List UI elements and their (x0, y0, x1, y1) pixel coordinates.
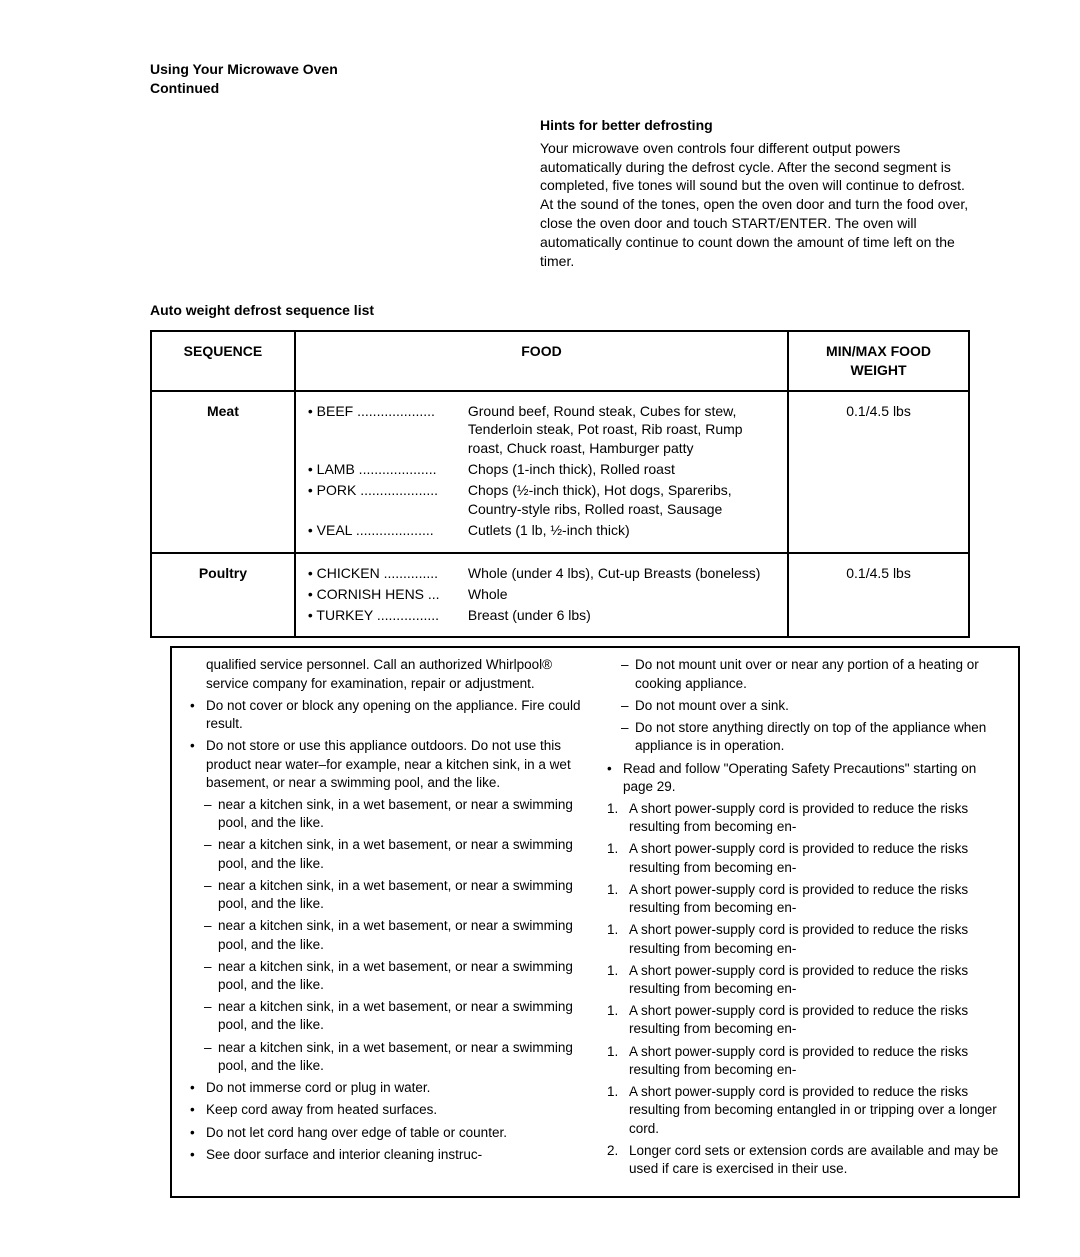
food-category: • PORK .................... (308, 481, 468, 519)
dash-icon: – (204, 877, 218, 913)
hints-title: Hints for better defrosting (540, 116, 970, 135)
dash-icon: – (204, 917, 218, 953)
safety-text: near a kitchen sink, in a wet basement, … (218, 836, 583, 872)
bullet-icon: • (190, 737, 206, 792)
safety-text: near a kitchen sink, in a wet basement, … (218, 917, 583, 953)
safety-text: Do not mount unit over or near any porti… (635, 656, 1000, 692)
dash-icon: – (621, 656, 635, 692)
safety-text: Do not mount over a sink. (635, 697, 1000, 715)
table-row-weight: 0.1/4.5 lbs (788, 553, 969, 638)
safety-text: Do not store or use this appliance outdo… (206, 737, 583, 792)
bullet-icon: • (190, 1124, 206, 1142)
list-number: 1. (607, 1083, 629, 1138)
list-number: 1. (607, 881, 629, 917)
col-weight: MIN/MAX FOOD WEIGHT (788, 331, 969, 391)
food-description: Breast (under 6 lbs) (468, 606, 775, 625)
dash-icon: – (621, 719, 635, 755)
safety-text: A short power-supply cord is provided to… (629, 921, 1000, 957)
list-number: 1. (607, 800, 629, 836)
safety-text: near a kitchen sink, in a wet basement, … (218, 877, 583, 913)
heading-line2: Continued (150, 79, 970, 98)
safety-text: near a kitchen sink, in a wet basement, … (218, 958, 583, 994)
safety-text: Do not cover or block any opening on the… (206, 697, 583, 733)
safety-text: Keep cord away from heated surfaces. (206, 1101, 583, 1119)
dash-icon: – (204, 958, 218, 994)
col-sequence: SEQUENCE (151, 331, 295, 391)
food-category: • CHICKEN .............. (308, 564, 468, 583)
table-row-food: • BEEF ....................Ground beef, … (295, 391, 788, 553)
col-food: FOOD (295, 331, 788, 391)
safety-text: near a kitchen sink, in a wet basement, … (218, 998, 583, 1034)
safety-text: near a kitchen sink, in a wet basement, … (218, 796, 583, 832)
hints-body: Your microwave oven controls four differ… (540, 139, 970, 271)
safety-text: A short power-supply cord is provided to… (629, 1043, 1000, 1079)
top-section: Hints for better defrosting Your microwa… (150, 116, 970, 271)
safety-text: qualified service personnel. Call an aut… (190, 656, 583, 692)
food-description: Chops (1-inch thick), Rolled roast (468, 460, 775, 479)
food-category: • LAMB .................... (308, 460, 468, 479)
list-number: 1. (607, 921, 629, 957)
table-title: Auto weight defrost sequence list (150, 301, 970, 320)
food-category: • TURKEY ................ (308, 606, 468, 625)
page-heading: Using Your Microwave Oven Continued (150, 60, 970, 98)
food-description: Whole (468, 585, 775, 604)
food-category: • BEEF .................... (308, 402, 468, 459)
safety-text: See door surface and interior cleaning i… (206, 1146, 583, 1164)
heading-line1: Using Your Microwave Oven (150, 60, 970, 79)
dash-icon: – (621, 697, 635, 715)
safety-text: Do not let cord hang over edge of table … (206, 1124, 583, 1142)
food-description: Cutlets (1 lb, ½-inch thick) (468, 521, 775, 540)
list-number: 2. (607, 1142, 629, 1178)
table-row-sequence: Meat (151, 391, 295, 553)
safety-text: Do not immerse cord or plug in water. (206, 1079, 583, 1097)
safety-text: A short power-supply cord is provided to… (629, 881, 1000, 917)
list-number: 1. (607, 1043, 629, 1079)
table-row-food: • CHICKEN ..............Whole (under 4 l… (295, 553, 788, 638)
dash-icon: – (204, 836, 218, 872)
safety-text: A short power-supply cord is provided to… (629, 1083, 1000, 1138)
table-row-weight: 0.1/4.5 lbs (788, 391, 969, 553)
safety-text: Do not store anything directly on top of… (635, 719, 1000, 755)
dash-icon: – (204, 1039, 218, 1075)
safety-text: A short power-supply cord is provided to… (629, 962, 1000, 998)
safety-text: Read and follow "Operating Safety Precau… (623, 760, 1000, 796)
food-description: Chops (½-inch thick), Hot dogs, Sparerib… (468, 481, 775, 519)
food-category: • VEAL .................... (308, 521, 468, 540)
safety-text: A short power-supply cord is provided to… (629, 1002, 1000, 1038)
bullet-icon: • (190, 1146, 206, 1164)
safety-text: near a kitchen sink, in a wet basement, … (218, 1039, 583, 1075)
food-description: Whole (under 4 lbs), Cut-up Breasts (bon… (468, 564, 775, 583)
list-number: 1. (607, 840, 629, 876)
safety-text: Longer cord sets or extension cords are … (629, 1142, 1000, 1178)
table-row-sequence: Poultry (151, 553, 295, 638)
food-description: Ground beef, Round steak, Cubes for stew… (468, 402, 775, 459)
food-category: • CORNISH HENS ... (308, 585, 468, 604)
bullet-icon: • (190, 1079, 206, 1097)
list-number: 1. (607, 962, 629, 998)
safety-left-col: qualified service personnel. Call an aut… (190, 656, 583, 1182)
bullet-icon: • (190, 1101, 206, 1119)
dash-icon: – (204, 796, 218, 832)
list-number: 1. (607, 1002, 629, 1038)
safety-text: A short power-supply cord is provided to… (629, 800, 1000, 836)
dash-icon: – (204, 998, 218, 1034)
safety-block: qualified service personnel. Call an aut… (170, 646, 1020, 1198)
defrost-table: SEQUENCE FOOD MIN/MAX FOOD WEIGHT Meat• … (150, 330, 970, 639)
safety-text: A short power-supply cord is provided to… (629, 840, 1000, 876)
bullet-icon: • (607, 760, 623, 796)
safety-right-col: –Do not mount unit over or near any port… (607, 656, 1000, 1182)
bullet-icon: • (190, 697, 206, 733)
